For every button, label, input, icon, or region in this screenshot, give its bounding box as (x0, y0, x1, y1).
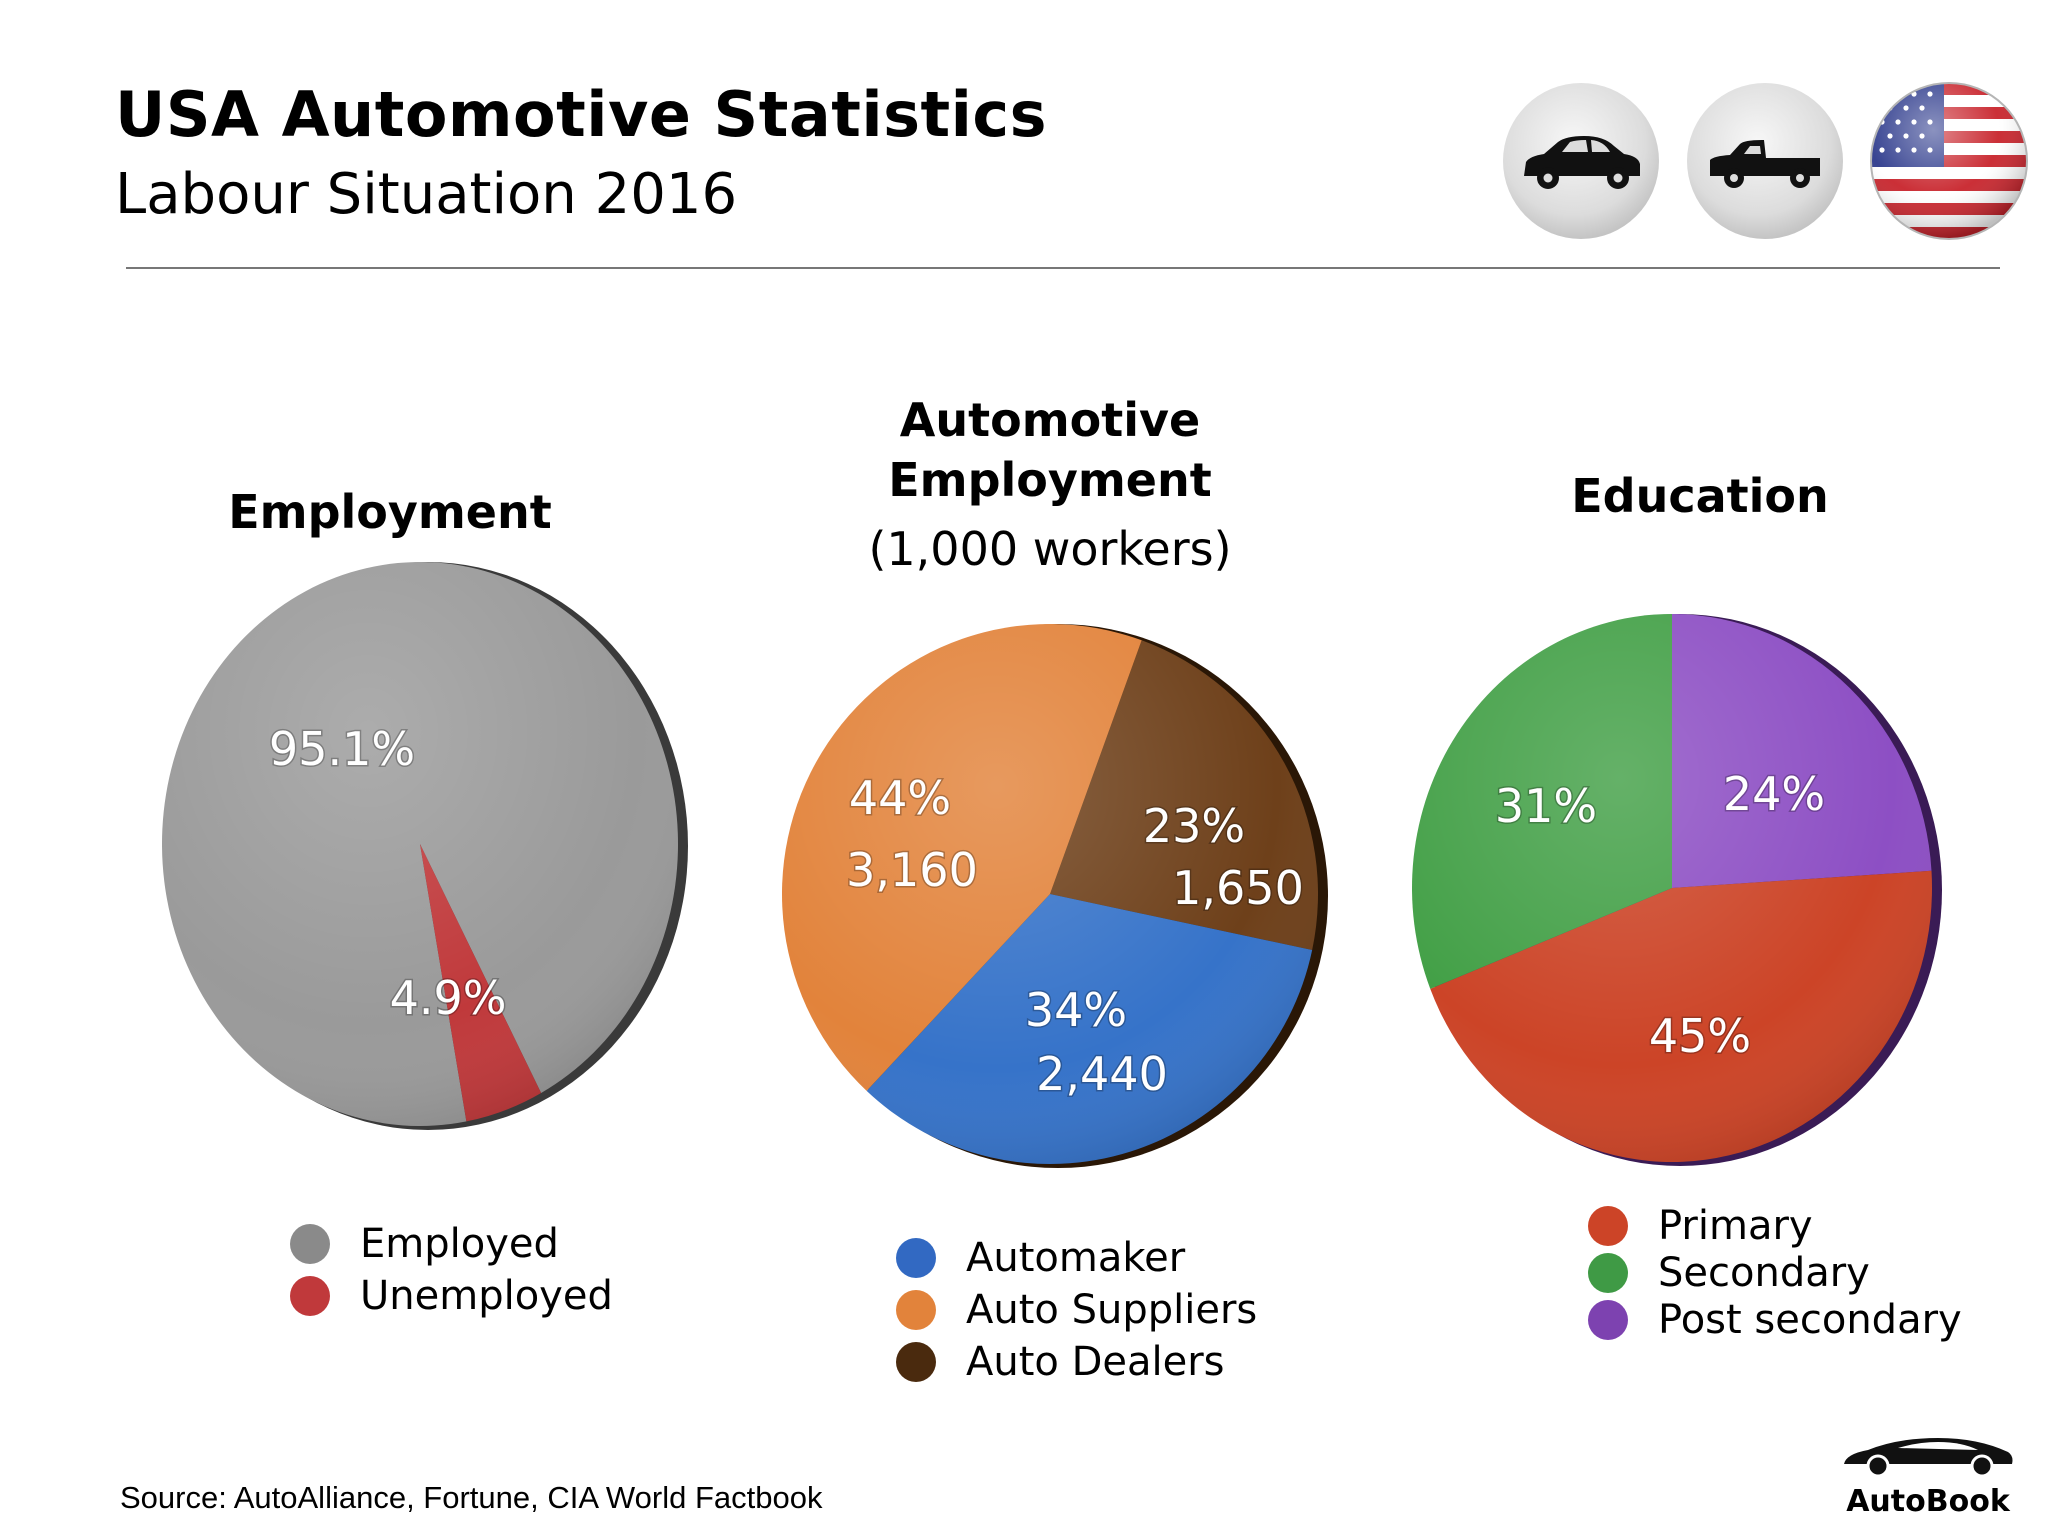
legend-item: Secondary (1588, 1249, 1962, 1296)
pie-data-label: 2,440 (1036, 1047, 1168, 1101)
pie-chart-1: 34% 2,440 44% 3,160 23% 1,650 (781, 624, 1328, 1168)
pie-data-label: 44% (849, 771, 951, 825)
legend-swatch (290, 1224, 330, 1264)
pie-gloss (1412, 614, 1932, 1162)
legend-item: Automaker (896, 1232, 1257, 1284)
legend-swatch (896, 1238, 936, 1278)
chart-title-employment: Employment (228, 485, 552, 539)
pie-data-label: 24% (1723, 767, 1825, 821)
brand-logo: AutoBook (1838, 1430, 2018, 1519)
legend-swatch (290, 1276, 330, 1316)
page-title: USA Automotive Statistics (115, 78, 1048, 151)
legend-swatch (1588, 1252, 1628, 1293)
legend-item: Auto Suppliers (896, 1284, 1257, 1336)
legend-swatch (1588, 1205, 1628, 1246)
legend-label: Post secondary (1658, 1296, 1962, 1343)
source-note: Source: AutoAlliance, Fortune, CIA World… (120, 1480, 823, 1515)
pie-data-label: 23% (1143, 799, 1245, 853)
sports-car-icon (1844, 1438, 2013, 1478)
pie-data-label: 45% (1649, 1009, 1751, 1063)
pie-gloss (782, 624, 1318, 1164)
pie-data-label: 31% (1495, 779, 1597, 833)
legend-item: Employed (290, 1218, 613, 1270)
legend-swatch (896, 1290, 936, 1330)
legend-label: Auto Suppliers (966, 1287, 1258, 1333)
pie-data-label: 4.9% (390, 971, 507, 1025)
pie-gloss (162, 562, 678, 1126)
legend-item: Auto Dealers (896, 1336, 1257, 1388)
header-divider (126, 267, 2000, 269)
legend-label: Secondary (1658, 1249, 1870, 1296)
legend-item: Post secondary (1588, 1296, 1962, 1343)
usa-flag-icon (1870, 82, 2028, 240)
legend-item: Primary (1588, 1202, 1962, 1249)
brand-name: AutoBook (1846, 1484, 2010, 1519)
pie-data-label: 3,160 (846, 843, 978, 897)
legend-item: Unemployed (290, 1270, 613, 1322)
legend-employment: Employed Unemployed (290, 1218, 613, 1322)
chart-title-education: Education (1571, 469, 1829, 523)
legend-automotive: Automaker Auto Suppliers Auto Dealers (896, 1232, 1257, 1388)
legend-label: Employed (360, 1221, 559, 1267)
legend-education: Primary Secondary Post secondary (1588, 1202, 1962, 1343)
legend-label: Unemployed (360, 1273, 613, 1319)
legend-label: Auto Dealers (966, 1339, 1225, 1385)
legend-label: Primary (1658, 1202, 1813, 1249)
pickup-truck-icon (1687, 83, 1843, 239)
legend-label: Automaker (966, 1235, 1186, 1281)
chart-subtitle-automotive: (1,000 workers) (868, 522, 1232, 576)
pie-data-label: 95.1% (269, 722, 415, 776)
legend-swatch (896, 1342, 936, 1382)
sedan-car-icon (1503, 83, 1659, 239)
chart-title-automotive: Automotive Employment (888, 393, 1212, 507)
pie-data-label: 1,650 (1172, 861, 1304, 915)
legend-swatch (1588, 1299, 1628, 1340)
pie-chart-2: 45% 31% 24% (1411, 614, 1942, 1166)
page-subtitle: Labour Situation 2016 (115, 162, 738, 227)
pie-data-label: 34% (1025, 983, 1127, 1037)
pie-chart-0: 95.1% 4.9% (162, 561, 688, 1130)
